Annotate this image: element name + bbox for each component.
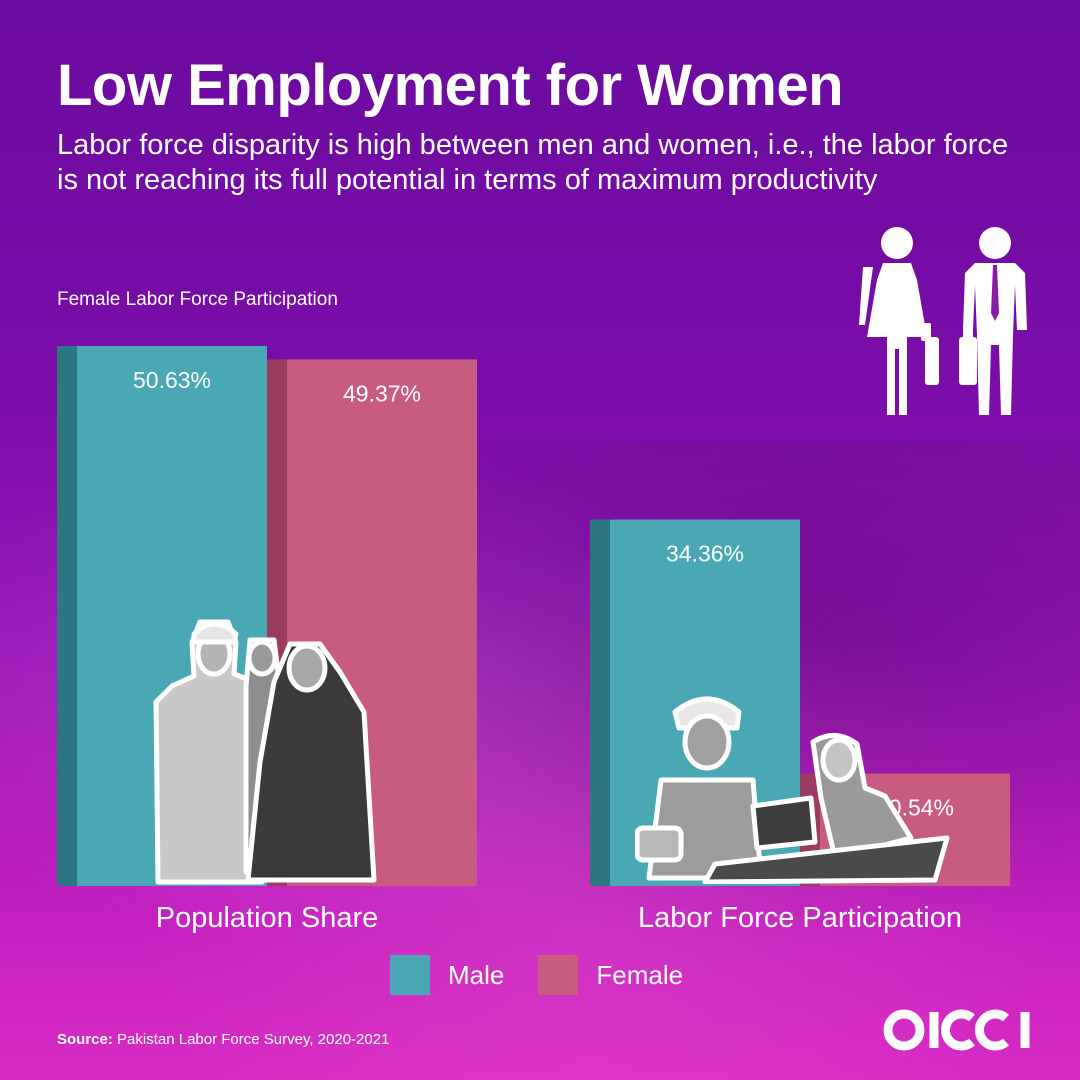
page-title: Low Employment for Women [57,53,844,118]
chart-heading: Female Labor Force Participation [57,289,338,310]
legend-item-male: Male [390,955,504,995]
bar-side-male-1 [590,519,610,886]
legend-label-female: Female [596,959,684,990]
legend-swatch-female [538,955,579,995]
source-text: Pakistan Labor Force Survey, 2020-2021 [117,1031,390,1048]
bar-side-male-0 [57,346,77,886]
legend-item-female: Female [538,955,683,995]
family-photo-cutout [153,619,377,885]
page-subtitle: Labor force disparity is high between me… [57,129,1009,196]
people-icon [859,227,1027,415]
category-label-1: Labor Force Participation [638,902,962,934]
source-label: Source: [57,1031,113,1048]
value-label-female-0: 49.37% [343,380,421,406]
value-label-male-1: 34.36% [666,541,744,567]
chart-legend: Male Female [390,955,717,995]
legend-swatch-male [390,955,430,995]
legend-label-male: Male [448,959,505,990]
man-icon [959,227,1027,415]
oicci-logo [883,1009,1030,1051]
category-label-0: Population Share [156,902,379,934]
workers-photo-cutout [635,696,950,884]
value-label-male-0: 50.63% [133,367,211,393]
source-note: Source: Pakistan Labor Force Survey, 202… [57,1031,389,1048]
woman-icon [859,227,939,415]
